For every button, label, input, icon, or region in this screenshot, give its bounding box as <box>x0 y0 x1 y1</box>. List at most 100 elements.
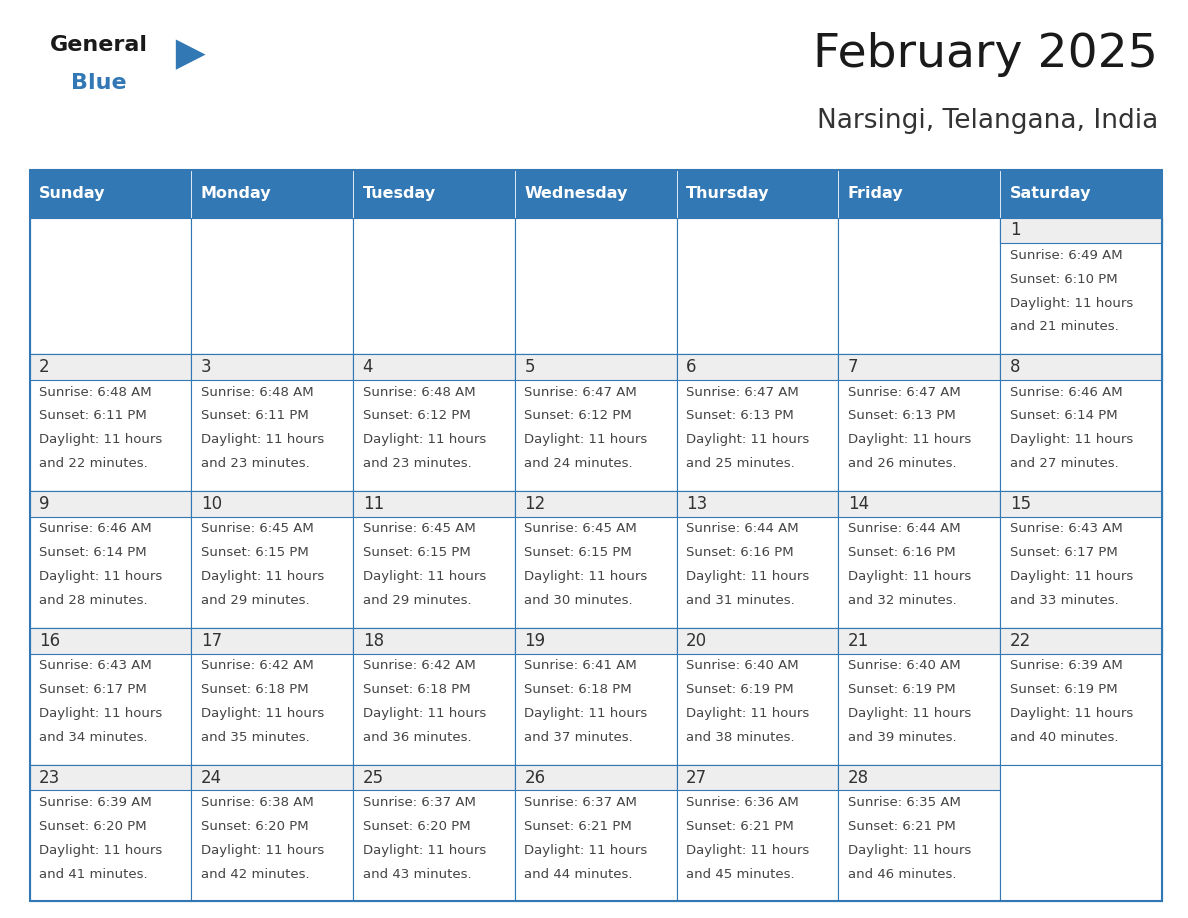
Text: Sunset: 6:15 PM: Sunset: 6:15 PM <box>524 546 632 559</box>
Text: Sunset: 6:14 PM: Sunset: 6:14 PM <box>39 546 147 559</box>
Text: Daylight: 11 hours: Daylight: 11 hours <box>524 433 647 446</box>
Text: Sunset: 6:15 PM: Sunset: 6:15 PM <box>201 546 309 559</box>
Text: Sunrise: 6:37 AM: Sunrise: 6:37 AM <box>362 796 475 809</box>
Text: 4: 4 <box>362 358 373 376</box>
Text: 1: 1 <box>1010 221 1020 240</box>
Text: 23: 23 <box>39 768 61 787</box>
Text: Sunrise: 6:48 AM: Sunrise: 6:48 AM <box>362 386 475 398</box>
Text: 5: 5 <box>524 358 535 376</box>
Text: and 23 minutes.: and 23 minutes. <box>201 457 310 470</box>
Text: Sunrise: 6:43 AM: Sunrise: 6:43 AM <box>1010 522 1123 535</box>
Text: Sunset: 6:19 PM: Sunset: 6:19 PM <box>687 683 794 696</box>
Text: 17: 17 <box>201 632 222 650</box>
Text: Sunday: Sunday <box>39 186 106 201</box>
Text: and 38 minutes.: and 38 minutes. <box>687 731 795 744</box>
Text: Sunrise: 6:47 AM: Sunrise: 6:47 AM <box>848 386 961 398</box>
Text: Sunrise: 6:46 AM: Sunrise: 6:46 AM <box>1010 386 1123 398</box>
Text: Sunset: 6:10 PM: Sunset: 6:10 PM <box>1010 273 1117 285</box>
Text: Narsingi, Telangana, India: Narsingi, Telangana, India <box>817 108 1158 134</box>
Text: Sunset: 6:16 PM: Sunset: 6:16 PM <box>848 546 955 559</box>
Text: and 30 minutes.: and 30 minutes. <box>524 594 633 607</box>
Text: Sunrise: 6:46 AM: Sunrise: 6:46 AM <box>39 522 152 535</box>
Text: Sunrise: 6:39 AM: Sunrise: 6:39 AM <box>39 796 152 809</box>
Text: 14: 14 <box>848 495 868 513</box>
Text: and 29 minutes.: and 29 minutes. <box>362 594 472 607</box>
Text: Sunrise: 6:40 AM: Sunrise: 6:40 AM <box>848 659 961 672</box>
Text: 25: 25 <box>362 768 384 787</box>
Text: Sunset: 6:14 PM: Sunset: 6:14 PM <box>1010 409 1117 422</box>
Text: 21: 21 <box>848 632 870 650</box>
Text: Daylight: 11 hours: Daylight: 11 hours <box>524 844 647 856</box>
Text: Sunset: 6:18 PM: Sunset: 6:18 PM <box>524 683 632 696</box>
Text: Wednesday: Wednesday <box>524 186 627 201</box>
Text: Sunrise: 6:47 AM: Sunrise: 6:47 AM <box>524 386 637 398</box>
Text: Daylight: 11 hours: Daylight: 11 hours <box>687 433 809 446</box>
Text: and 45 minutes.: and 45 minutes. <box>687 868 795 880</box>
Text: Sunset: 6:18 PM: Sunset: 6:18 PM <box>362 683 470 696</box>
Text: Daylight: 11 hours: Daylight: 11 hours <box>524 570 647 583</box>
Text: and 26 minutes.: and 26 minutes. <box>848 457 956 470</box>
Text: and 25 minutes.: and 25 minutes. <box>687 457 795 470</box>
Text: 10: 10 <box>201 495 222 513</box>
Text: Sunset: 6:13 PM: Sunset: 6:13 PM <box>848 409 955 422</box>
Text: Sunrise: 6:49 AM: Sunrise: 6:49 AM <box>1010 249 1123 262</box>
Text: 27: 27 <box>687 768 707 787</box>
Text: Daylight: 11 hours: Daylight: 11 hours <box>362 570 486 583</box>
Text: and 27 minutes.: and 27 minutes. <box>1010 457 1118 470</box>
Text: and 21 minutes.: and 21 minutes. <box>1010 320 1118 333</box>
Text: Sunrise: 6:44 AM: Sunrise: 6:44 AM <box>687 522 798 535</box>
Text: and 46 minutes.: and 46 minutes. <box>848 868 956 880</box>
Text: Daylight: 11 hours: Daylight: 11 hours <box>362 707 486 720</box>
Text: Daylight: 11 hours: Daylight: 11 hours <box>39 570 163 583</box>
Text: Daylight: 11 hours: Daylight: 11 hours <box>687 570 809 583</box>
Text: 12: 12 <box>524 495 545 513</box>
Text: Sunrise: 6:48 AM: Sunrise: 6:48 AM <box>201 386 314 398</box>
Text: Daylight: 11 hours: Daylight: 11 hours <box>848 707 971 720</box>
Text: General: General <box>50 35 147 55</box>
Text: 16: 16 <box>39 632 61 650</box>
Text: Daylight: 11 hours: Daylight: 11 hours <box>362 433 486 446</box>
Text: Sunset: 6:13 PM: Sunset: 6:13 PM <box>687 409 794 422</box>
Text: 24: 24 <box>201 768 222 787</box>
Text: and 40 minutes.: and 40 minutes. <box>1010 731 1118 744</box>
Text: 13: 13 <box>687 495 707 513</box>
Text: and 36 minutes.: and 36 minutes. <box>362 731 472 744</box>
Text: 20: 20 <box>687 632 707 650</box>
Text: Daylight: 11 hours: Daylight: 11 hours <box>687 707 809 720</box>
Text: 28: 28 <box>848 768 868 787</box>
Text: Sunset: 6:12 PM: Sunset: 6:12 PM <box>524 409 632 422</box>
Text: Sunset: 6:21 PM: Sunset: 6:21 PM <box>687 820 794 833</box>
Text: February 2025: February 2025 <box>814 32 1158 77</box>
Text: and 44 minutes.: and 44 minutes. <box>524 868 633 880</box>
Text: and 35 minutes.: and 35 minutes. <box>201 731 310 744</box>
Text: Sunrise: 6:42 AM: Sunrise: 6:42 AM <box>362 659 475 672</box>
Text: 7: 7 <box>848 358 859 376</box>
Text: Sunset: 6:20 PM: Sunset: 6:20 PM <box>362 820 470 833</box>
Text: Sunrise: 6:44 AM: Sunrise: 6:44 AM <box>848 522 961 535</box>
Text: Daylight: 11 hours: Daylight: 11 hours <box>848 433 971 446</box>
Text: Monday: Monday <box>201 186 272 201</box>
Text: Sunset: 6:12 PM: Sunset: 6:12 PM <box>362 409 470 422</box>
Text: 2: 2 <box>39 358 50 376</box>
Text: Sunset: 6:11 PM: Sunset: 6:11 PM <box>201 409 309 422</box>
Text: and 31 minutes.: and 31 minutes. <box>687 594 795 607</box>
Text: and 42 minutes.: and 42 minutes. <box>201 868 310 880</box>
Text: Sunset: 6:18 PM: Sunset: 6:18 PM <box>201 683 309 696</box>
Text: Sunset: 6:20 PM: Sunset: 6:20 PM <box>39 820 147 833</box>
Text: Sunrise: 6:45 AM: Sunrise: 6:45 AM <box>524 522 637 535</box>
Text: Tuesday: Tuesday <box>362 186 436 201</box>
Text: Sunrise: 6:43 AM: Sunrise: 6:43 AM <box>39 659 152 672</box>
Text: 8: 8 <box>1010 358 1020 376</box>
Polygon shape <box>176 39 206 70</box>
Text: and 33 minutes.: and 33 minutes. <box>1010 594 1118 607</box>
Text: and 37 minutes.: and 37 minutes. <box>524 731 633 744</box>
Text: Daylight: 11 hours: Daylight: 11 hours <box>524 707 647 720</box>
Text: Daylight: 11 hours: Daylight: 11 hours <box>848 570 971 583</box>
Text: Daylight: 11 hours: Daylight: 11 hours <box>848 844 971 856</box>
Text: Daylight: 11 hours: Daylight: 11 hours <box>201 433 324 446</box>
Text: 18: 18 <box>362 632 384 650</box>
Text: Sunset: 6:15 PM: Sunset: 6:15 PM <box>362 546 470 559</box>
Text: Sunset: 6:17 PM: Sunset: 6:17 PM <box>1010 546 1118 559</box>
Text: Sunrise: 6:42 AM: Sunrise: 6:42 AM <box>201 659 314 672</box>
Text: Sunset: 6:17 PM: Sunset: 6:17 PM <box>39 683 147 696</box>
